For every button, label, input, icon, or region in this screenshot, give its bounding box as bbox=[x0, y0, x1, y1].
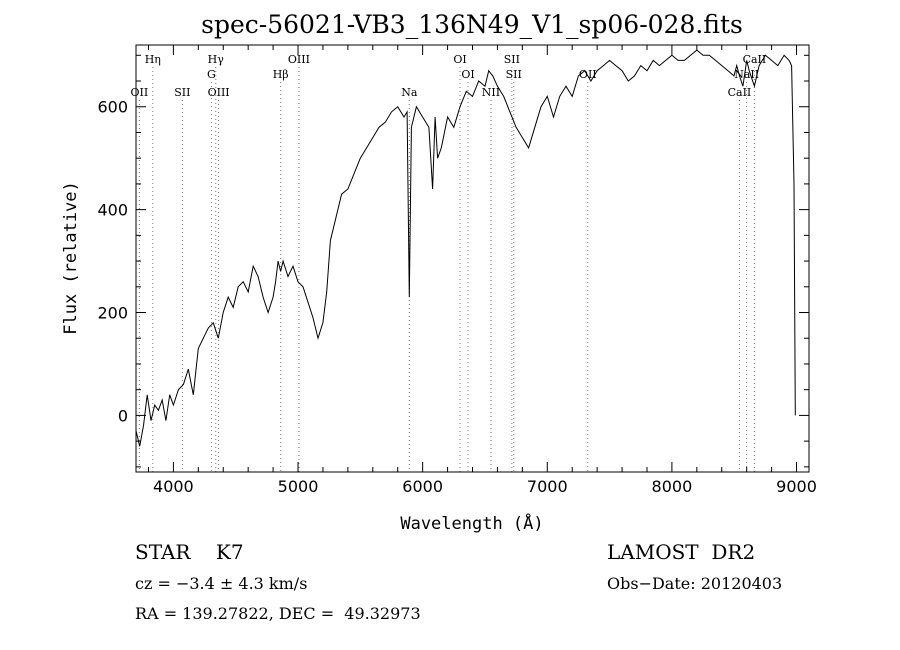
x-axis-label: Wavelength (Å) bbox=[400, 512, 543, 534]
object-class: STAR K7 bbox=[135, 540, 244, 564]
line-label: SII bbox=[506, 68, 522, 81]
line-label: CaII bbox=[728, 86, 752, 99]
line-label: SII bbox=[174, 86, 190, 99]
spectral-line-markers bbox=[138, 67, 755, 472]
chart-title: spec-56021-VB3_136N49_V1_sp06-028.fits bbox=[201, 10, 743, 39]
line-label: SII bbox=[504, 53, 520, 66]
x-tick-label: 9000 bbox=[776, 477, 817, 496]
y-tick-label: 600 bbox=[97, 98, 128, 117]
y-tick-label: 0 bbox=[118, 406, 128, 425]
line-label: OI bbox=[461, 68, 474, 81]
line-label: OII bbox=[131, 86, 149, 99]
line-label: Hβ bbox=[273, 68, 289, 81]
line-label: OI bbox=[453, 53, 466, 66]
redshift-text: cz = −3.4 ± 4.3 km/s bbox=[135, 574, 308, 593]
spectral-line-labels: Hη OII SII Hγ G OIII OIII Hβ Na OI OI NII SII SII OII C… bbox=[131, 53, 767, 99]
obs-date: Obs−Date: 20120403 bbox=[607, 574, 783, 593]
line-label: Hγ bbox=[208, 53, 225, 66]
line-label: OIII bbox=[288, 53, 310, 66]
y-axis-label: Flux (relative) bbox=[61, 181, 81, 335]
y-axis-ticks: 0 200 400 600 bbox=[97, 54, 809, 468]
plot-frame bbox=[135, 44, 810, 473]
x-tick-label: 4000 bbox=[153, 477, 194, 496]
series-flux-line bbox=[135, 49, 796, 447]
y-tick-label: 200 bbox=[97, 304, 128, 323]
line-label: Hη bbox=[145, 53, 161, 66]
line-label: NII bbox=[482, 86, 500, 99]
x-tick-label: 7000 bbox=[527, 477, 568, 496]
x-tick-label: 6000 bbox=[402, 477, 443, 496]
line-label: OIII bbox=[208, 86, 230, 99]
ra-dec: RA = 139.27822, DEC = 49.32973 bbox=[135, 604, 421, 623]
x-tick-label: 8000 bbox=[652, 477, 693, 496]
survey-label: LAMOST DR2 bbox=[607, 540, 756, 564]
line-label: OII bbox=[579, 68, 597, 81]
x-tick-label: 5000 bbox=[278, 477, 319, 496]
line-label: G bbox=[207, 68, 216, 81]
x-axis-ticks: 4000 5000 6000 7000 8000 9000 bbox=[147, 45, 817, 496]
line-label: Na bbox=[401, 86, 418, 99]
y-tick-label: 400 bbox=[97, 201, 128, 220]
